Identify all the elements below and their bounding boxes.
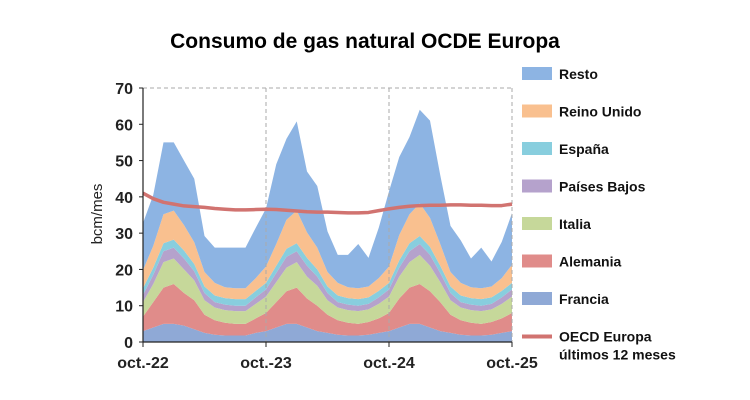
area-series-2 — [143, 254, 512, 324]
y-tick-label: 40 — [115, 190, 133, 207]
legend-swatch — [522, 67, 552, 80]
legend-label: Resto — [559, 66, 598, 82]
y-tick-label: 60 — [115, 117, 133, 134]
line-layer — [142, 191, 513, 215]
y-tick-label: 20 — [115, 262, 133, 279]
area-series-6 — [143, 109, 512, 289]
x-tick-label: oct.-23 — [240, 355, 292, 372]
line-oecd-europa — [142, 191, 513, 215]
area-series-0 — [143, 323, 512, 342]
legend-label: Italia — [559, 216, 591, 232]
area-series-4 — [143, 236, 512, 306]
legend-line-label: últimos 12 meses — [559, 347, 676, 363]
x-tick-label: oct.-22 — [117, 355, 169, 372]
legend-label: Alemania — [559, 254, 621, 270]
legend-swatch — [522, 254, 552, 268]
legend: Resto Reino Unido España Países Bajos Italia… — [522, 66, 676, 363]
chart-title: Consumo de gas natural OCDE Europa — [170, 30, 560, 53]
y-tick-label: 50 — [115, 154, 133, 171]
y-tick-label: 10 — [115, 299, 133, 316]
legend-label: España — [559, 141, 609, 157]
legend-line-label: OECD Europa — [559, 329, 652, 345]
area-layers — [143, 109, 512, 342]
legend-swatch — [522, 104, 552, 118]
y-tick-label: 70 — [115, 81, 133, 98]
y-tick-label: 30 — [115, 226, 133, 243]
legend-label: Países Bajos — [559, 179, 646, 195]
axes: 0 10 20 30 40 50 60 70 oct.-22 oct.-23 oct.-24 oct.… — [115, 81, 538, 372]
legend-swatch — [522, 217, 552, 230]
area-series-1 — [143, 283, 512, 336]
legend-label: Reino Unido — [559, 104, 641, 120]
x-tick-label: oct.-24 — [363, 355, 415, 372]
y-axis-label: bcm/mes — [89, 184, 106, 245]
legend-swatch — [522, 179, 552, 193]
area-series-5 — [143, 203, 512, 300]
y-tick-label: 0 — [124, 335, 133, 352]
x-tick-label: oct.-25 — [486, 355, 538, 372]
area-series-3 — [143, 244, 512, 312]
legend-swatch — [522, 142, 552, 155]
legend-swatch — [522, 292, 552, 305]
legend-label: Francia — [559, 291, 609, 307]
